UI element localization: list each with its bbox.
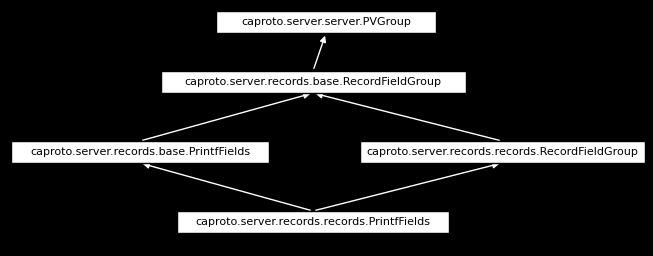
Text: caproto.server.server.PVGroup: caproto.server.server.PVGroup: [241, 17, 411, 27]
Bar: [161, 71, 466, 93]
Bar: [216, 11, 436, 33]
Bar: [11, 141, 269, 163]
Bar: [360, 141, 645, 163]
Text: caproto.server.records.records.RecordFieldGroup: caproto.server.records.records.RecordFie…: [366, 147, 638, 157]
Text: caproto.server.records.records.PrintfFields: caproto.server.records.records.PrintfFie…: [195, 217, 430, 227]
Text: caproto.server.records.base.RecordFieldGroup: caproto.server.records.base.RecordFieldG…: [185, 77, 441, 87]
Text: caproto.server.records.base.PrintfFields: caproto.server.records.base.PrintfFields: [30, 147, 250, 157]
Bar: [177, 211, 449, 233]
